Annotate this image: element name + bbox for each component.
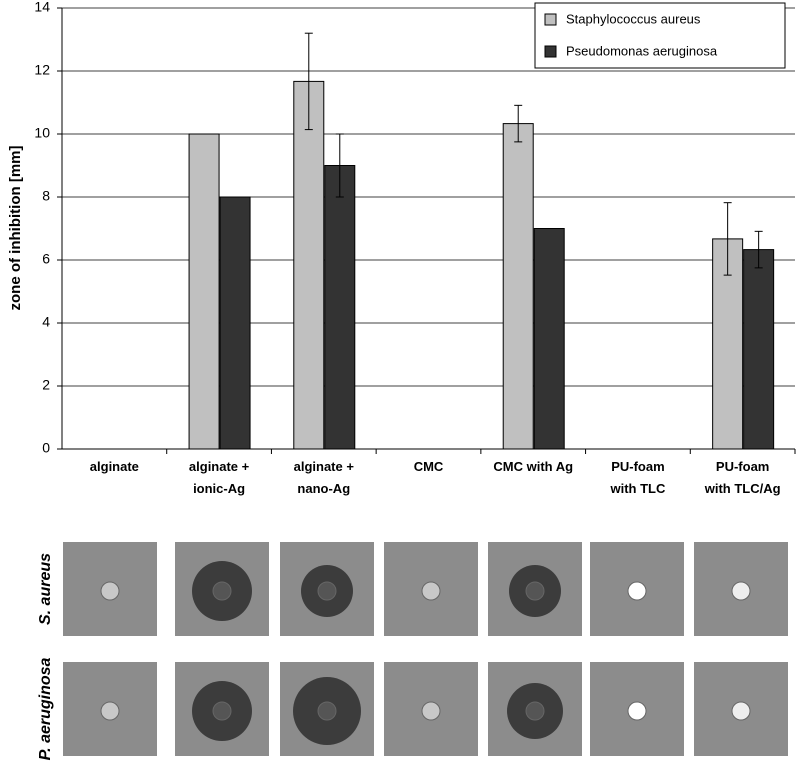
y-tick-label: 6 (42, 251, 50, 267)
x-tick-label: alginate + (294, 459, 355, 474)
disk (627, 581, 647, 601)
bar (293, 80, 325, 450)
x-tick-label: ionic-Ag (193, 481, 245, 496)
disk (317, 701, 337, 721)
y-tick-label: 4 (42, 314, 50, 330)
error-bar (335, 133, 344, 198)
y-tick-label: 14 (34, 0, 50, 15)
disk (100, 701, 120, 721)
x-tick-label: PU-foam (611, 459, 664, 474)
disk (731, 701, 751, 721)
bar (502, 123, 534, 450)
legend-label: Staphylococcus aureus (566, 11, 701, 26)
disk (212, 581, 232, 601)
disk (731, 581, 751, 601)
y-tick-label: 8 (42, 188, 50, 204)
y-tick-label: 12 (34, 62, 50, 78)
disk (627, 701, 647, 721)
y-tick-label: 10 (34, 125, 50, 141)
legend-box (534, 2, 786, 69)
row-label: P. aeruginosa (37, 657, 54, 760)
bar (219, 196, 251, 450)
x-tick-label: nano-Ag (297, 481, 350, 496)
x-tick-label: with TLC/Ag (704, 481, 781, 496)
error-bar (754, 230, 763, 269)
row-label: S. aureus (37, 553, 54, 625)
y-axis-label: zone of inhibition [mm] (7, 146, 24, 311)
error-bar (304, 32, 313, 131)
disk (421, 701, 441, 721)
disk (525, 581, 545, 601)
disk (421, 581, 441, 601)
bar (188, 133, 220, 450)
legend-label: Pseudomonas aeruginosa (566, 43, 718, 58)
disk (212, 701, 232, 721)
y-tick-label: 0 (42, 440, 50, 456)
disk (100, 581, 120, 601)
x-tick-label: CMC (414, 459, 444, 474)
legend-swatch (544, 45, 557, 58)
bar (743, 249, 775, 450)
error-bar (514, 104, 523, 143)
bar (533, 228, 565, 450)
x-tick-label: alginate + (189, 459, 250, 474)
error-bar (723, 202, 732, 276)
x-tick-label: with TLC (609, 481, 665, 496)
bar (324, 165, 356, 450)
x-tick-label: alginate (90, 459, 139, 474)
x-tick-label: CMC with Ag (493, 459, 573, 474)
x-tick-label: PU-foam (716, 459, 769, 474)
disk (525, 701, 545, 721)
y-tick-label: 2 (42, 377, 50, 393)
legend-swatch (544, 13, 557, 26)
disk (317, 581, 337, 601)
